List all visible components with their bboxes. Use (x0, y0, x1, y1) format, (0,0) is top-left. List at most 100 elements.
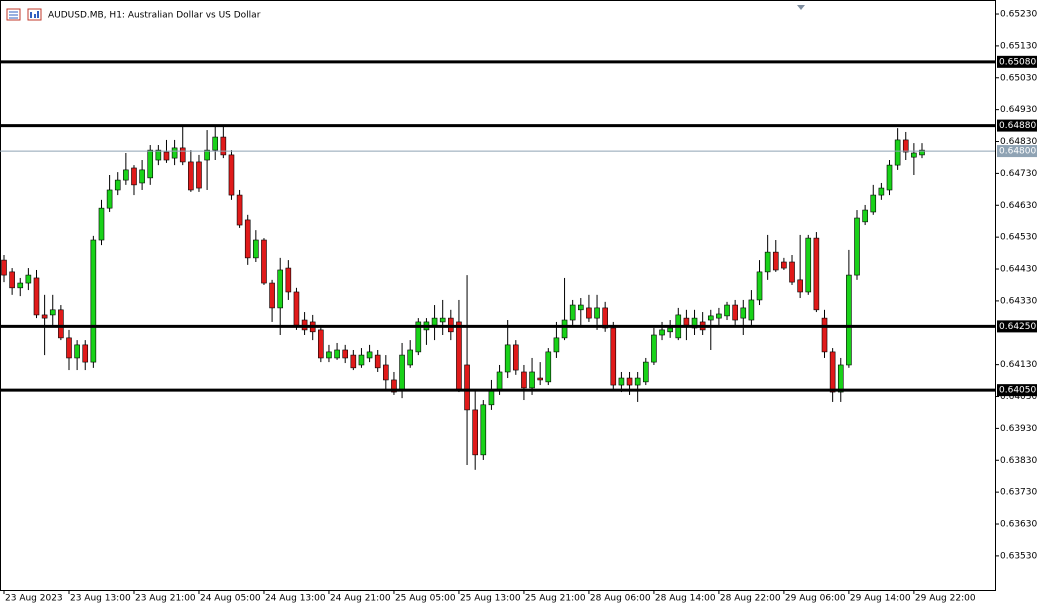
candle-body (155, 149, 162, 161)
candle-body (374, 354, 381, 369)
x-tick-label: 23 Aug 21:00 (135, 594, 196, 604)
candle-body (293, 291, 300, 326)
candle-body (537, 377, 543, 381)
candle-body (236, 194, 243, 226)
candle-body (569, 304, 576, 321)
candle-body (106, 189, 113, 209)
candle-body (521, 371, 527, 389)
y-tick-label: 0.64530 (1000, 233, 1037, 243)
candle-body (139, 169, 145, 184)
candle-body (472, 409, 478, 456)
candle-body (626, 377, 633, 386)
candle-body (911, 152, 917, 158)
candle-body (594, 307, 600, 319)
level-box (997, 320, 1037, 333)
candle-body (171, 147, 178, 159)
y-tick-label: 0.63930 (1000, 424, 1037, 434)
candle-body (318, 329, 324, 359)
candle-body (496, 371, 503, 391)
candle-body (82, 344, 89, 363)
candle-body (41, 314, 48, 319)
candle-body (399, 354, 405, 391)
level-label: 0.64880 (999, 121, 1036, 131)
candle-body (114, 179, 121, 191)
y-tick-label: 0.63730 (1000, 488, 1037, 498)
candle-body (919, 149, 925, 156)
candle-body (147, 149, 154, 179)
candle-body (618, 377, 625, 386)
x-tick-label: 24 Aug 05:00 (200, 594, 261, 604)
candle-body (456, 321, 462, 391)
x-tick-label: 29 Aug 14:00 (850, 594, 911, 604)
candle-body (431, 317, 438, 326)
candle-body (756, 271, 763, 301)
candle-body (269, 282, 275, 309)
candle-body (667, 327, 673, 333)
level-label: 0.64050 (999, 386, 1036, 396)
x-tick-label: 23 Aug 2023 (5, 594, 63, 604)
y-tick-label: 0.65230 (1000, 10, 1037, 20)
candle-body (33, 277, 40, 316)
x-tick-label: 24 Aug 21:00 (330, 594, 391, 604)
y-tick-label: 0.64630 (1000, 201, 1037, 211)
y-tick-label: 0.64430 (1000, 265, 1037, 275)
candle-body (813, 237, 820, 311)
candle-body (407, 349, 413, 366)
x-tick-label: 25 Aug 05:00 (395, 594, 456, 604)
y-tick-label: 0.63830 (1000, 456, 1037, 466)
candle-body (9, 271, 15, 289)
candle-body (634, 377, 641, 386)
candle-body (748, 299, 755, 321)
plot-frame (0, 0, 996, 591)
candle-body (391, 379, 397, 393)
chart-title: AUDUSD.MB, H1: Australian Dollar vs US D… (48, 11, 261, 21)
candle-body (131, 167, 137, 186)
candle-body (651, 334, 657, 363)
level-label: 0.65080 (999, 57, 1036, 67)
x-tick-label: 29 Aug 06:00 (785, 594, 846, 604)
shift-marker (797, 5, 805, 10)
candle-body (334, 349, 340, 359)
candle-body (188, 161, 194, 191)
x-tick-label: 29 Aug 22:00 (915, 594, 976, 604)
y-tick-label: 0.64030 (1000, 392, 1037, 402)
candle-body (228, 154, 235, 196)
candle-body (902, 139, 909, 153)
candle-body (553, 337, 560, 353)
x-tick-label: 25 Aug 13:00 (460, 594, 521, 604)
candle-body (383, 364, 389, 381)
candle-body (716, 313, 722, 319)
candle-body (49, 309, 56, 316)
level-box (997, 384, 1037, 397)
candle-body (74, 344, 80, 359)
current-price-box (997, 145, 1037, 158)
y-tick-label: 0.63530 (1000, 551, 1037, 561)
candle-body (602, 307, 608, 329)
symbol-icons (6, 8, 42, 21)
candle-body (277, 269, 284, 309)
candle-body (789, 261, 795, 283)
candle-body (163, 151, 170, 161)
candle-body (350, 354, 357, 369)
y-tick-label: 0.65030 (1000, 73, 1037, 83)
candle-body (886, 164, 893, 191)
y-tick-label: 0.64130 (1000, 360, 1037, 370)
candle-body (545, 351, 552, 383)
candle-body (837, 364, 844, 393)
candle-body (504, 344, 511, 373)
candle-body (797, 279, 803, 293)
candle-body (862, 209, 868, 223)
candle-body (66, 337, 72, 359)
level-box (997, 55, 1037, 68)
candle-body (285, 267, 292, 293)
candle-body (212, 136, 219, 151)
candle-body (659, 329, 665, 336)
candle-body (25, 274, 32, 284)
candle-body (724, 304, 730, 317)
candle-body (261, 239, 267, 284)
current-price-label: 0.64800 (999, 147, 1036, 157)
candle-body (488, 389, 495, 406)
candle-body (1, 259, 7, 276)
candle-body (707, 315, 714, 321)
